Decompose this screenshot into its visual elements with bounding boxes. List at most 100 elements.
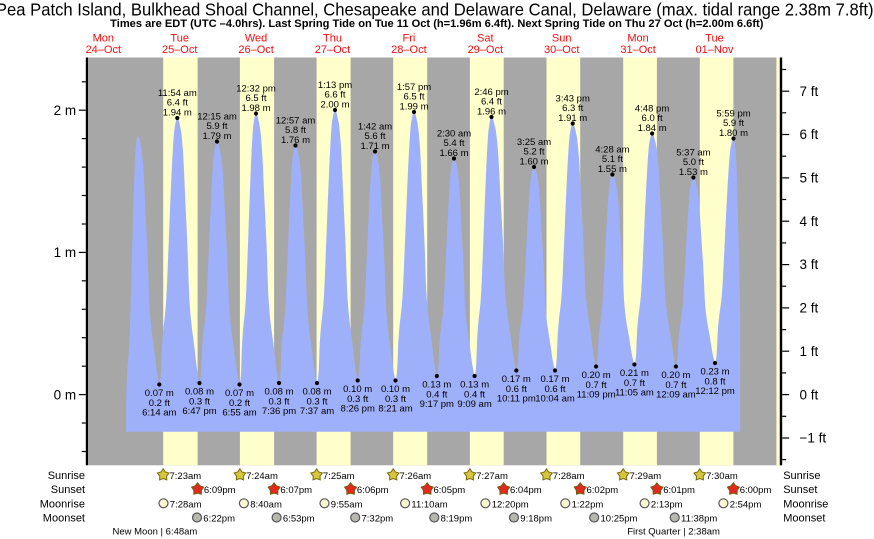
svg-text:0.6 ft: 0.6 ft xyxy=(506,384,527,395)
svg-text:6.3 ft: 6.3 ft xyxy=(562,103,583,114)
svg-text:12:32 pm: 12:32 pm xyxy=(236,84,276,95)
svg-text:1.91 m: 1.91 m xyxy=(558,113,587,124)
svg-text:9:18pm: 9:18pm xyxy=(520,514,552,525)
svg-text:Sun: Sun xyxy=(552,33,572,45)
svg-text:1.94 m: 1.94 m xyxy=(163,108,192,119)
svg-text:7:30am: 7:30am xyxy=(706,471,738,482)
svg-text:30–Oct: 30–Oct xyxy=(544,44,579,56)
svg-text:1.79 m: 1.79 m xyxy=(202,131,231,142)
svg-text:6:05pm: 6:05pm xyxy=(434,485,466,496)
svg-text:6:53pm: 6:53pm xyxy=(283,514,315,525)
svg-text:7:26am: 7:26am xyxy=(400,471,432,482)
svg-text:0.13 m: 0.13 m xyxy=(422,380,451,391)
svg-text:12:57 am: 12:57 am xyxy=(276,116,316,127)
svg-text:0.17 m: 0.17 m xyxy=(540,374,569,385)
svg-text:0.08 m: 0.08 m xyxy=(302,387,331,398)
svg-text:2 m: 2 m xyxy=(54,103,77,118)
svg-text:Sunset: Sunset xyxy=(51,484,85,496)
svg-text:2:46 pm: 2:46 pm xyxy=(474,87,508,98)
svg-text:1:22pm: 1:22pm xyxy=(572,499,604,510)
svg-text:7:24am: 7:24am xyxy=(246,471,278,482)
svg-text:6:02pm: 6:02pm xyxy=(587,485,619,496)
svg-text:2.00 m: 2.00 m xyxy=(320,100,349,111)
svg-text:7:29am: 7:29am xyxy=(630,471,662,482)
svg-text:6.5 ft: 6.5 ft xyxy=(245,93,266,104)
svg-text:9:17 pm: 9:17 pm xyxy=(420,399,454,410)
svg-text:5.0 ft: 5.0 ft xyxy=(683,157,704,168)
svg-text:5 ft: 5 ft xyxy=(800,171,819,186)
svg-text:1.66 m: 1.66 m xyxy=(439,148,468,159)
svg-text:Moonset: Moonset xyxy=(43,513,85,525)
svg-text:0.21 m: 0.21 m xyxy=(620,368,649,379)
svg-text:0.8 ft: 0.8 ft xyxy=(704,377,725,388)
svg-text:Mon: Mon xyxy=(627,33,648,45)
svg-text:3:25 am: 3:25 am xyxy=(517,137,551,148)
svg-text:0.23 m: 0.23 m xyxy=(700,367,729,378)
svg-text:0.20 m: 0.20 m xyxy=(661,370,690,381)
svg-text:6:55 am: 6:55 am xyxy=(222,408,256,419)
svg-text:2:30 am: 2:30 am xyxy=(437,129,471,140)
svg-text:6:00pm: 6:00pm xyxy=(740,485,772,496)
svg-text:0.3 ft: 0.3 ft xyxy=(347,394,368,405)
svg-text:11:10am: 11:10am xyxy=(411,499,447,510)
svg-text:7:25am: 7:25am xyxy=(323,471,355,482)
svg-text:6:47 pm: 6:47 pm xyxy=(182,406,216,417)
svg-text:Sat: Sat xyxy=(477,33,494,45)
svg-text:7:28am: 7:28am xyxy=(553,471,585,482)
svg-text:6:06pm: 6:06pm xyxy=(357,485,389,496)
svg-text:1.53 m: 1.53 m xyxy=(679,167,708,178)
svg-text:29–Oct: 29–Oct xyxy=(468,44,503,56)
svg-text:Thu: Thu xyxy=(323,33,342,45)
svg-text:First Quarter | 2:38am: First Quarter | 2:38am xyxy=(627,527,720,538)
svg-text:6.4 ft: 6.4 ft xyxy=(481,97,502,108)
svg-text:1.80 m: 1.80 m xyxy=(719,128,748,139)
svg-text:11:09 pm: 11:09 pm xyxy=(577,390,616,401)
svg-text:Tue: Tue xyxy=(705,33,724,45)
svg-text:0.07 m: 0.07 m xyxy=(145,388,174,399)
svg-text:7:37 am: 7:37 am xyxy=(300,406,334,417)
svg-text:6:07pm: 6:07pm xyxy=(280,485,312,496)
svg-text:12:15 am: 12:15 am xyxy=(197,112,237,123)
svg-text:1.98 m: 1.98 m xyxy=(241,103,270,114)
svg-text:5.6 ft: 5.6 ft xyxy=(364,131,385,142)
svg-text:10:04 am: 10:04 am xyxy=(535,394,575,405)
svg-text:0.17 m: 0.17 m xyxy=(502,374,531,385)
svg-text:2:54pm: 2:54pm xyxy=(730,499,762,510)
svg-text:11:54 am: 11:54 am xyxy=(158,88,197,99)
svg-text:Tue: Tue xyxy=(170,33,189,45)
svg-text:11:05 am: 11:05 am xyxy=(615,388,654,399)
svg-text:5.2 ft: 5.2 ft xyxy=(523,147,544,158)
svg-text:12:09 am: 12:09 am xyxy=(656,390,696,401)
svg-text:0.10 m: 0.10 m xyxy=(381,384,410,395)
svg-text:5.4 ft: 5.4 ft xyxy=(443,138,464,149)
svg-text:0.3 ft: 0.3 ft xyxy=(268,397,289,408)
svg-text:1:13 pm: 1:13 pm xyxy=(318,80,352,91)
svg-text:New Moon | 6:48am: New Moon | 6:48am xyxy=(113,527,198,538)
svg-text:6:01pm: 6:01pm xyxy=(663,485,695,496)
svg-text:10:25pm: 10:25pm xyxy=(601,514,638,525)
svg-text:10:11 pm: 10:11 pm xyxy=(497,394,536,405)
svg-text:1 m: 1 m xyxy=(54,245,77,260)
svg-text:1:57 pm: 1:57 pm xyxy=(397,82,431,93)
svg-text:4:28 am: 4:28 am xyxy=(595,145,629,156)
svg-text:8:40am: 8:40am xyxy=(250,499,282,510)
svg-text:Sunrise: Sunrise xyxy=(783,470,820,482)
svg-text:5:37 am: 5:37 am xyxy=(676,148,710,159)
svg-text:0.3 ft: 0.3 ft xyxy=(306,397,327,408)
svg-text:11:38pm: 11:38pm xyxy=(681,514,717,525)
svg-text:Times are EDT (UTC –4.0hrs). L: Times are EDT (UTC –4.0hrs). Last Spring… xyxy=(110,18,764,30)
svg-text:Moonrise: Moonrise xyxy=(783,498,828,510)
svg-text:1.99 m: 1.99 m xyxy=(399,102,428,113)
svg-text:0.2 ft: 0.2 ft xyxy=(149,398,170,409)
svg-text:1.84 m: 1.84 m xyxy=(638,123,667,134)
svg-text:1.76 m: 1.76 m xyxy=(281,135,310,146)
svg-text:0.7 ft: 0.7 ft xyxy=(624,378,645,389)
svg-text:6:04pm: 6:04pm xyxy=(510,485,542,496)
svg-text:12:20pm: 12:20pm xyxy=(492,499,529,510)
svg-text:Wed: Wed xyxy=(245,33,267,45)
svg-text:3:43 pm: 3:43 pm xyxy=(556,94,590,105)
svg-text:0.4 ft: 0.4 ft xyxy=(464,390,485,401)
svg-text:6.6 ft: 6.6 ft xyxy=(324,90,345,101)
svg-text:4 ft: 4 ft xyxy=(800,214,819,229)
svg-text:Moonrise: Moonrise xyxy=(40,498,85,510)
